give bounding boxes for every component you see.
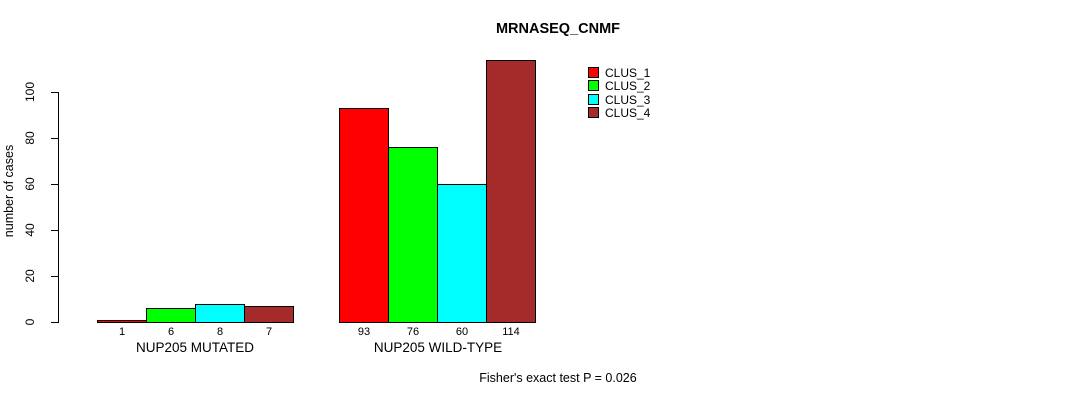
- y-tick-mark: [51, 230, 58, 231]
- y-tick-mark: [51, 276, 58, 277]
- bar-value-label: 93: [357, 326, 371, 338]
- legend-swatch-clus_4: [588, 107, 599, 118]
- legend-label-clus_2: CLUS_2: [605, 79, 651, 93]
- y-tick-label: 80: [23, 131, 37, 145]
- bar-value-label: 6: [167, 326, 175, 338]
- y-tick-mark: [51, 138, 58, 139]
- y-tick-mark: [51, 322, 58, 323]
- y-tick-label: 20: [23, 269, 37, 283]
- legend-swatch-clus_3: [588, 94, 599, 105]
- bar-clus_3-group2: [437, 184, 487, 323]
- group-label-mutated: NUP205 MUTATED: [135, 340, 255, 355]
- legend-swatch-clus_1: [588, 67, 599, 78]
- bar-value-label: 76: [406, 326, 420, 338]
- y-tick-mark: [51, 184, 58, 185]
- legend-label-clus_3: CLUS_3: [605, 93, 651, 107]
- y-tick-label: 40: [23, 223, 37, 237]
- bar-value-label: 7: [265, 326, 273, 338]
- bar-clus_4-group1: [244, 306, 294, 323]
- y-axis-label: number of cases: [2, 144, 16, 238]
- group-label-wildtype: NUP205 WILD-TYPE: [373, 340, 503, 355]
- bar-value-label: 8: [216, 326, 224, 338]
- y-tick-label: 60: [23, 177, 37, 191]
- bar-clus_1-group1: [97, 320, 147, 323]
- legend-swatch-clus_2: [588, 80, 599, 91]
- bar-clus_3-group1: [195, 304, 245, 323]
- y-tick-label: 0: [23, 318, 37, 326]
- pvalue-note: Fisher's exact test P = 0.026: [479, 371, 637, 385]
- bar-clus_2-group1: [146, 308, 196, 323]
- bar-value-label: 60: [455, 326, 469, 338]
- bar-clus_2-group2: [388, 147, 438, 323]
- y-axis-line: [58, 92, 59, 323]
- bar-value-label: 1: [118, 326, 126, 338]
- legend-label-clus_1: CLUS_1: [605, 66, 651, 80]
- y-tick-mark: [51, 92, 58, 93]
- chart-title: MRNASEQ_CNMF: [495, 21, 621, 37]
- bar-clus_1-group2: [339, 108, 389, 323]
- bar-clus_4-group2: [486, 60, 536, 323]
- legend-label-clus_4: CLUS_4: [605, 106, 651, 120]
- y-tick-label: 100: [23, 81, 37, 103]
- bar-value-label: 114: [502, 326, 520, 338]
